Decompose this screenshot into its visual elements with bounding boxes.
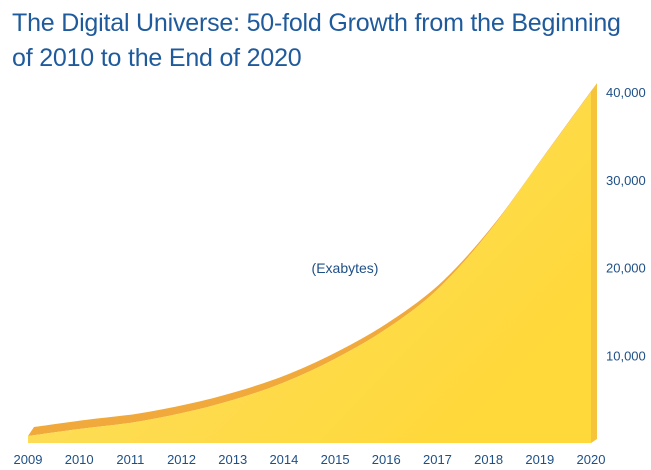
y-tick-label: 10,000 bbox=[606, 348, 646, 363]
area-top-edge bbox=[28, 83, 597, 436]
y-axis: 10,000 20,000 30,000 40,000 bbox=[606, 85, 646, 363]
x-tick-label: 2013 bbox=[218, 452, 247, 467]
x-tick-label: 2011 bbox=[116, 452, 144, 467]
chart-title: The Digital Universe: 50-fold Growth fro… bbox=[12, 9, 621, 72]
x-tick-label: 2010 bbox=[65, 452, 94, 467]
x-tick-label: 2012 bbox=[167, 452, 196, 467]
area-layer bbox=[28, 83, 597, 443]
x-tick-label: 2017 bbox=[423, 452, 452, 467]
x-axis: 2009 2010 2011 2012 2013 2014 2015 2016 2017 2018… bbox=[14, 452, 606, 467]
x-tick-label: 2018 bbox=[474, 452, 503, 467]
x-tick-label: 2019 bbox=[525, 452, 554, 467]
unit-annotation: (Exabytes) bbox=[312, 260, 379, 276]
x-tick-label: 2015 bbox=[321, 452, 350, 467]
x-tick-label: 2016 bbox=[372, 452, 401, 467]
y-tick-label: 20,000 bbox=[606, 261, 646, 276]
x-tick-label: 2009 bbox=[14, 452, 43, 467]
x-tick-label: 2020 bbox=[577, 452, 606, 467]
x-tick-label: 2014 bbox=[269, 452, 298, 467]
y-tick-label: 30,000 bbox=[606, 173, 646, 188]
y-tick-label: 40,000 bbox=[606, 85, 646, 100]
area-side-facet bbox=[591, 83, 597, 443]
area-series bbox=[28, 92, 591, 443]
